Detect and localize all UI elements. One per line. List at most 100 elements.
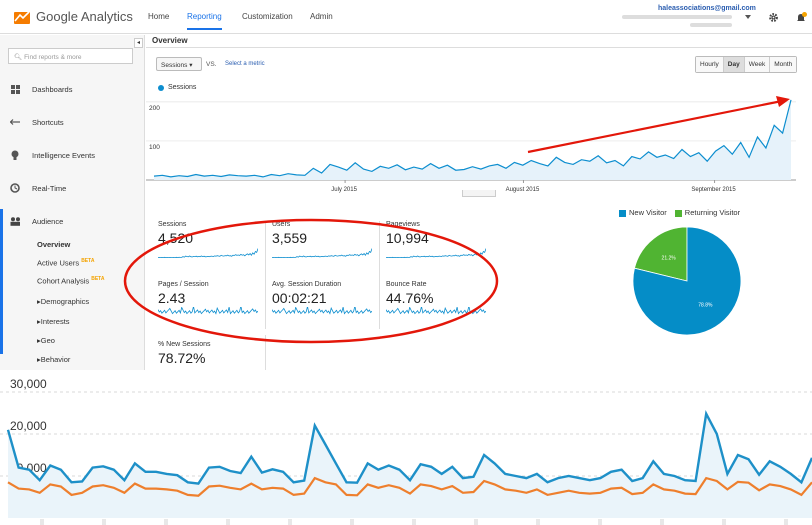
legend-returning-visitor[interactable]: Returning Visitor [674,208,740,217]
sparkline-line [386,248,486,259]
sparkline-line [386,307,486,315]
divider [265,335,266,370]
sessions-area-chart[interactable]: 200 100 July 2015 August 2015 September 2015 [146,93,812,199]
x-axis-tick-mark [288,519,292,525]
people-icon [10,216,20,226]
y-tick-label: 20,000 [10,419,47,433]
red-highlight-ellipse [123,218,499,344]
left-arrow-icon [10,117,20,127]
hourly-button[interactable]: Hourly [696,57,724,72]
day-button[interactable]: Day [723,57,745,72]
month-button[interactable]: Month [770,57,797,72]
nav-admin[interactable]: Admin [310,12,333,21]
caret-right-icon: ▸ [37,297,41,306]
clock-icon [10,183,20,193]
chart-resize-handle[interactable] [462,190,496,197]
nav-reporting[interactable]: Reporting [187,12,222,30]
chart-legend: Sessions [158,84,196,91]
select-metric-link[interactable]: Select a metric [225,61,265,67]
sparkline [272,307,372,315]
metric-dropdown[interactable]: Sessions ▾ [156,57,202,71]
series-orange-line [7,476,812,497]
gear-icon[interactable] [768,12,779,23]
x-axis-tick-mark [350,519,354,525]
sidebar-item-shortcuts[interactable]: Shortcuts [10,117,64,127]
x-axis-tick-mark [40,519,44,525]
sparkline [158,307,258,315]
legend-dot [158,84,164,91]
notification-bell-icon[interactable] [795,12,807,24]
sidebar-sub-interests[interactable]: ▸Interests [37,317,70,326]
beta-badge: BETA [81,258,95,264]
account-chevron-down-icon[interactable] [745,15,751,19]
sidebar-sub-cohort-analysis[interactable]: Cohort Analysis BETA [37,276,105,286]
chevron-down-icon: ▾ [189,62,193,69]
metric-pages-per-session[interactable]: Pages / Session 2.43 [158,281,258,319]
legend-swatch [674,209,682,217]
account-email[interactable]: haleassociations@gmail.com [658,5,756,12]
metric-avg-session-duration[interactable]: Avg. Session Duration 00:02:21 [272,281,372,319]
sidebar-sub-geo[interactable]: ▸Geo [37,336,55,345]
sidebar: ◂ 🔍︎ Find reports & more Dashboards Shor… [0,35,145,370]
metric-users[interactable]: Users 3,559 [272,221,372,259]
pie-slice-new-visitor[interactable] [632,226,742,336]
top-bar: Google Analytics Home Reporting Customiz… [0,0,812,34]
time-granularity-group: Hourly Day Week Month [695,56,798,73]
x-axis-tick-mark [660,519,664,525]
week-button[interactable]: Week [744,57,771,72]
series-area [8,413,812,518]
sparkline-line [272,307,372,315]
account-view-redacted [690,23,732,27]
visitor-pie-chart[interactable]: 21.2% 78.8% [631,225,743,337]
divider [379,221,380,329]
x-axis-tick-mark [536,519,540,525]
account-name-redacted [622,15,732,19]
y-tick-label: 30,000 [10,377,47,391]
x-axis-tick-mark [474,519,478,525]
legend-swatch [619,209,626,217]
sidebar-item-real-time[interactable]: Real-Time [10,183,66,193]
search-placeholder: Find reports & more [24,54,82,61]
caret-right-icon: ▸ [37,317,41,326]
grid-icon [10,84,20,94]
divider [265,221,266,329]
search-reports-input[interactable]: 🔍︎ Find reports & more [8,48,133,64]
beta-badge: BETA [91,276,105,282]
sparkline [386,307,486,315]
nav-home[interactable]: Home [148,12,170,21]
legend-new-visitor[interactable]: New Visitor [619,208,667,217]
sidebar-item-intelligence-events[interactable]: Intelligence Events [10,150,95,160]
sidebar-sub-overview[interactable]: Overview [37,240,71,249]
x-tick-label: July 2015 [331,187,357,193]
trend-arrow-head [776,96,790,107]
sparkline [272,248,372,259]
sidebar-item-audience[interactable]: Audience [10,216,63,226]
sidebar-sub-behavior[interactable]: ▸Behavior [37,355,71,364]
x-axis-tick-mark [102,519,106,525]
x-axis-tick-mark [226,519,230,525]
pie-label: 78.8% [698,302,713,308]
app-logo[interactable]: Google Analytics [14,9,133,24]
y-tick-label: 100 [149,144,160,151]
x-axis-tick-mark [598,519,602,525]
metric-bounce-rate[interactable]: Bounce Rate 44.76% [386,281,486,319]
sidebar-sub-active-users[interactable]: Active Users BETA [37,258,95,268]
x-tick-label: August 2015 [506,187,540,193]
collapse-sidebar-icon[interactable]: ◂ [134,38,143,48]
page-title: Overview [152,36,188,45]
sidebar-item-dashboards[interactable]: Dashboards [10,84,72,94]
pie-slice-returning-visitor[interactable] [634,226,688,282]
x-axis-tick-mark [412,519,416,525]
caret-right-icon: ▸ [37,336,41,345]
search-icon: 🔍︎ [14,54,23,61]
nav-customization[interactable]: Customization [242,12,293,21]
series-blue-line [6,410,812,485]
metric-new-sessions[interactable]: % New Sessions 78.72% [158,341,211,366]
series-area [154,99,791,180]
sparkline [386,248,486,259]
pie-legend: New Visitor Returning Visitor [619,208,740,217]
sparkline-line [158,248,258,259]
metric-pageviews[interactable]: Pageviews 10,994 [386,221,486,259]
sidebar-sub-demographics[interactable]: ▸Demographics [37,297,90,306]
